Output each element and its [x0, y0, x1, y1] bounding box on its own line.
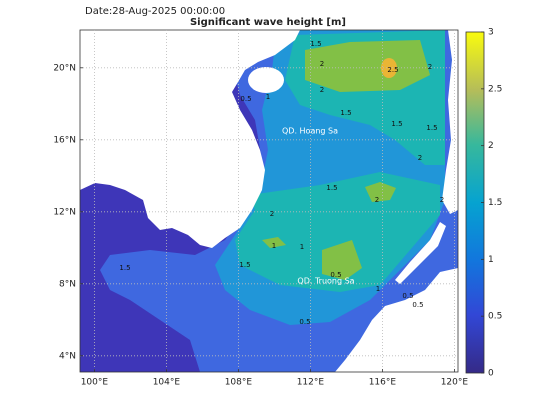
contour-label: 0.5: [299, 318, 310, 326]
contour-label: 2.5: [387, 66, 398, 74]
contour-label: 1.5: [340, 109, 351, 117]
contour-label: 2: [270, 210, 274, 218]
contour-label: 1.5: [310, 40, 321, 48]
y-tick-label: 12°N: [53, 207, 76, 217]
contour-label: 0.5: [240, 95, 251, 103]
x-tick-label: 108°E: [225, 378, 253, 388]
map-title: Significant wave height [m]: [190, 17, 346, 28]
contour-label: 0.5: [412, 301, 423, 309]
x-tick-label: 104°E: [153, 378, 181, 388]
contour-label: 1.5: [239, 261, 250, 269]
contour-label: 2: [428, 63, 432, 71]
band-2-south: [322, 240, 362, 280]
contour-label: 2: [440, 196, 444, 204]
x-tick-label: 112°E: [297, 378, 325, 388]
x-tick-label: 100°E: [81, 378, 109, 388]
x-tick-label: 120°E: [441, 378, 469, 388]
colorbar-tick-label: 0.5: [488, 312, 502, 322]
y-tick-label: 16°N: [53, 135, 76, 145]
contour-label: 1.5: [391, 120, 402, 128]
band-1-5-south: [235, 172, 440, 292]
y-tick-label: 8°N: [59, 279, 76, 289]
colorbar-tick-label: 0: [488, 369, 494, 379]
contour-label: 1: [376, 285, 380, 293]
place-label: QD. Truong Sa: [297, 277, 354, 286]
band-2-mid: [365, 182, 396, 202]
place-label: QD. Hoang Sa: [282, 127, 338, 136]
colorbar-tick-label: 1: [488, 255, 494, 265]
colorbar-tick-label: 3: [488, 28, 494, 38]
band-2-west: [262, 237, 286, 248]
contour-label: 2: [375, 196, 379, 204]
contour-label: 2: [320, 86, 324, 94]
colorbar-tick-label: 2.5: [488, 84, 502, 94]
contour-label: 1.5: [426, 124, 437, 132]
contour-label: 2: [320, 60, 324, 68]
y-tick-label: 20°N: [53, 63, 76, 73]
band-2-north: [305, 40, 430, 92]
plot-frame: [79, 29, 459, 373]
contour-label: 1: [272, 242, 276, 250]
colorbar-tick-label: 2: [488, 141, 494, 151]
land-palawan: [395, 222, 446, 284]
y-tick-label: 4°N: [59, 351, 76, 361]
contour-label: 1: [266, 93, 270, 101]
contour-label: 1.5: [326, 184, 337, 192]
contour-label: 0.5: [330, 271, 341, 279]
contour-label: 1.5: [119, 264, 130, 272]
land-borneo: [335, 268, 458, 372]
contour-label: 2: [418, 154, 422, 162]
colorbar-tick-label: 1.5: [488, 198, 502, 208]
x-tick-label: 116°E: [369, 378, 397, 388]
contour-label: 0.5: [402, 292, 413, 300]
date-label: Date:28-Aug-2025 00:00:00: [85, 6, 225, 17]
wave-field: [80, 30, 458, 372]
land-hainan: [248, 67, 284, 93]
contour-label: 1: [300, 243, 304, 251]
land-indochina: [80, 30, 300, 248]
